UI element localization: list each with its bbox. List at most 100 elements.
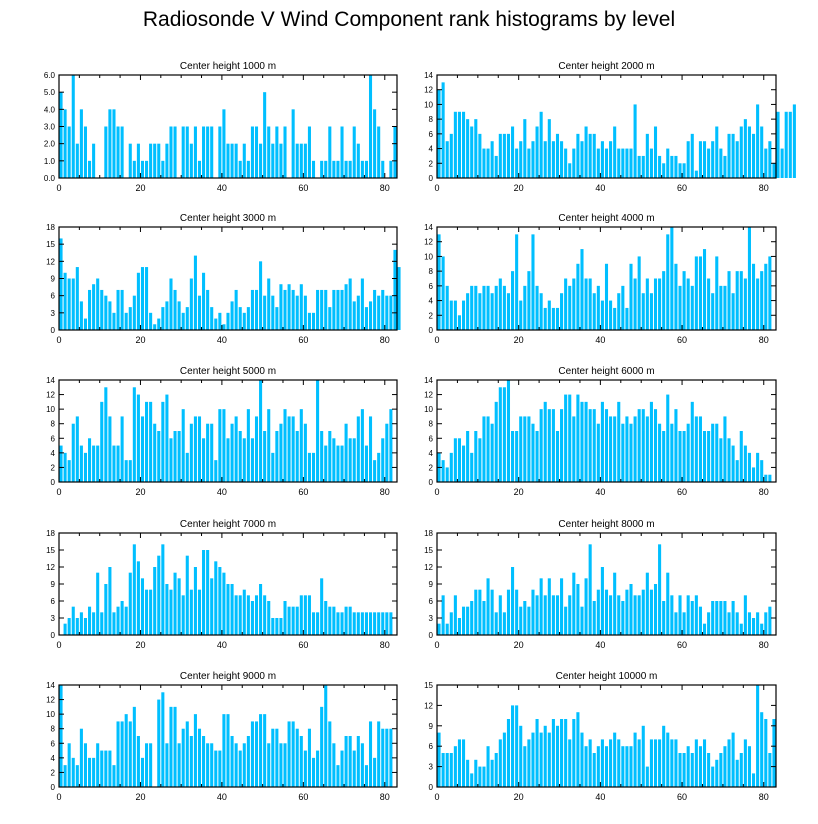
histogram-bar xyxy=(535,719,539,787)
histogram-bar xyxy=(519,300,523,330)
histogram-bar xyxy=(568,595,572,635)
histogram-bar xyxy=(698,256,702,330)
histogram-bar xyxy=(275,307,279,330)
histogram-bar xyxy=(185,307,189,330)
histogram-bar xyxy=(169,438,173,482)
x-tick-label: 0 xyxy=(56,487,61,497)
histogram-bar xyxy=(711,766,715,787)
histogram-bar xyxy=(682,271,686,330)
histogram-bar xyxy=(584,278,588,330)
histogram-bar xyxy=(128,572,132,635)
histogram-panel: Center height 6000 m 0 20 40 60 80 0 2 4 6 8 10 12 14 xyxy=(424,366,777,497)
histogram-bar xyxy=(108,750,112,787)
histogram-bar xyxy=(715,126,719,178)
histogram-bar xyxy=(344,284,348,330)
histogram-bar xyxy=(197,589,202,635)
histogram-bar xyxy=(246,160,250,178)
histogram-bar xyxy=(751,467,756,482)
histogram-bar xyxy=(173,572,177,635)
histogram-bar xyxy=(185,721,189,787)
histogram-bar xyxy=(498,595,502,635)
histogram-bar xyxy=(234,416,238,482)
histogram-bar xyxy=(543,307,547,330)
histogram-bar xyxy=(116,445,120,482)
histogram-bar xyxy=(441,753,445,787)
histogram-bar xyxy=(206,423,210,482)
histogram-bar xyxy=(368,75,373,178)
histogram-bar xyxy=(751,263,756,330)
histogram-bar xyxy=(633,278,637,330)
histogram-bar xyxy=(474,759,478,787)
histogram-bar xyxy=(658,544,662,635)
histogram-bar xyxy=(145,743,149,787)
x-tick-label: 60 xyxy=(298,792,308,802)
histogram-bar xyxy=(100,401,104,482)
histogram-bar xyxy=(92,445,96,482)
y-tick-label: 4 xyxy=(429,449,434,458)
histogram-bar xyxy=(193,416,197,482)
histogram-bar xyxy=(441,82,445,178)
histogram-bar xyxy=(364,765,368,787)
histogram-bar xyxy=(764,719,768,787)
histogram-bar xyxy=(96,743,100,787)
plot-frame xyxy=(58,684,398,788)
histogram-bar xyxy=(527,148,531,178)
x-tick-label: 40 xyxy=(595,640,605,650)
histogram-bar xyxy=(690,133,694,178)
x-tick-label: 80 xyxy=(380,335,390,345)
x-tick-label: 0 xyxy=(434,640,439,650)
y-tick-label: 3 xyxy=(429,763,434,772)
histogram-bar xyxy=(307,126,311,178)
histogram-bar xyxy=(604,746,609,787)
panel-title: Center height 1000 m xyxy=(180,61,276,72)
histogram-bar xyxy=(169,126,173,178)
histogram-bar xyxy=(437,623,441,635)
y-tick-label: 6 xyxy=(51,739,56,748)
histogram-bar xyxy=(641,293,645,330)
histogram-bar xyxy=(662,725,666,787)
histogram-bar xyxy=(568,739,572,787)
x-tick-label: 80 xyxy=(759,335,769,345)
histogram-bar xyxy=(531,234,535,330)
y-tick-label: 9 xyxy=(429,580,434,589)
histogram-bar xyxy=(193,255,197,330)
histogram-bar xyxy=(234,743,238,787)
histogram-bar xyxy=(136,272,140,330)
histogram-bar xyxy=(437,732,441,787)
y-tick-label: 6 xyxy=(51,292,56,301)
histogram-bar xyxy=(238,431,242,482)
histogram-bar xyxy=(604,263,609,330)
histogram-bar xyxy=(250,289,254,330)
histogram-bar xyxy=(250,601,254,635)
y-tick-label: 12 xyxy=(46,257,55,266)
histogram-bar xyxy=(580,606,584,635)
histogram-bar xyxy=(625,746,629,787)
histogram-bar xyxy=(600,739,604,787)
y-tick-label: 15 xyxy=(46,240,55,249)
y-tick-label: 12 xyxy=(424,563,433,572)
histogram-bar xyxy=(621,746,625,787)
histogram-bar xyxy=(666,394,670,482)
histogram-bar xyxy=(735,759,739,787)
histogram-bar xyxy=(344,423,348,482)
histogram-bar xyxy=(466,606,470,635)
histogram-bar xyxy=(316,289,320,330)
y-tick-label: 10 xyxy=(46,710,55,719)
histogram-bar xyxy=(377,295,381,330)
histogram-bar xyxy=(360,409,364,482)
histogram-bar xyxy=(466,119,470,178)
histogram-bar xyxy=(83,743,87,787)
histogram-bar xyxy=(104,584,108,635)
histogram-bar xyxy=(348,278,352,330)
histogram-bar xyxy=(128,460,132,482)
histogram-bar xyxy=(222,324,226,330)
histogram-bar xyxy=(555,595,560,635)
histogram-bar xyxy=(711,601,715,635)
histogram-bar xyxy=(250,126,254,178)
histogram-bar xyxy=(206,743,210,787)
y-tick-label: 8 xyxy=(429,420,434,429)
histogram-bar xyxy=(551,719,555,787)
y-tick-label: 8 xyxy=(51,725,56,734)
histogram-bar xyxy=(140,267,145,330)
